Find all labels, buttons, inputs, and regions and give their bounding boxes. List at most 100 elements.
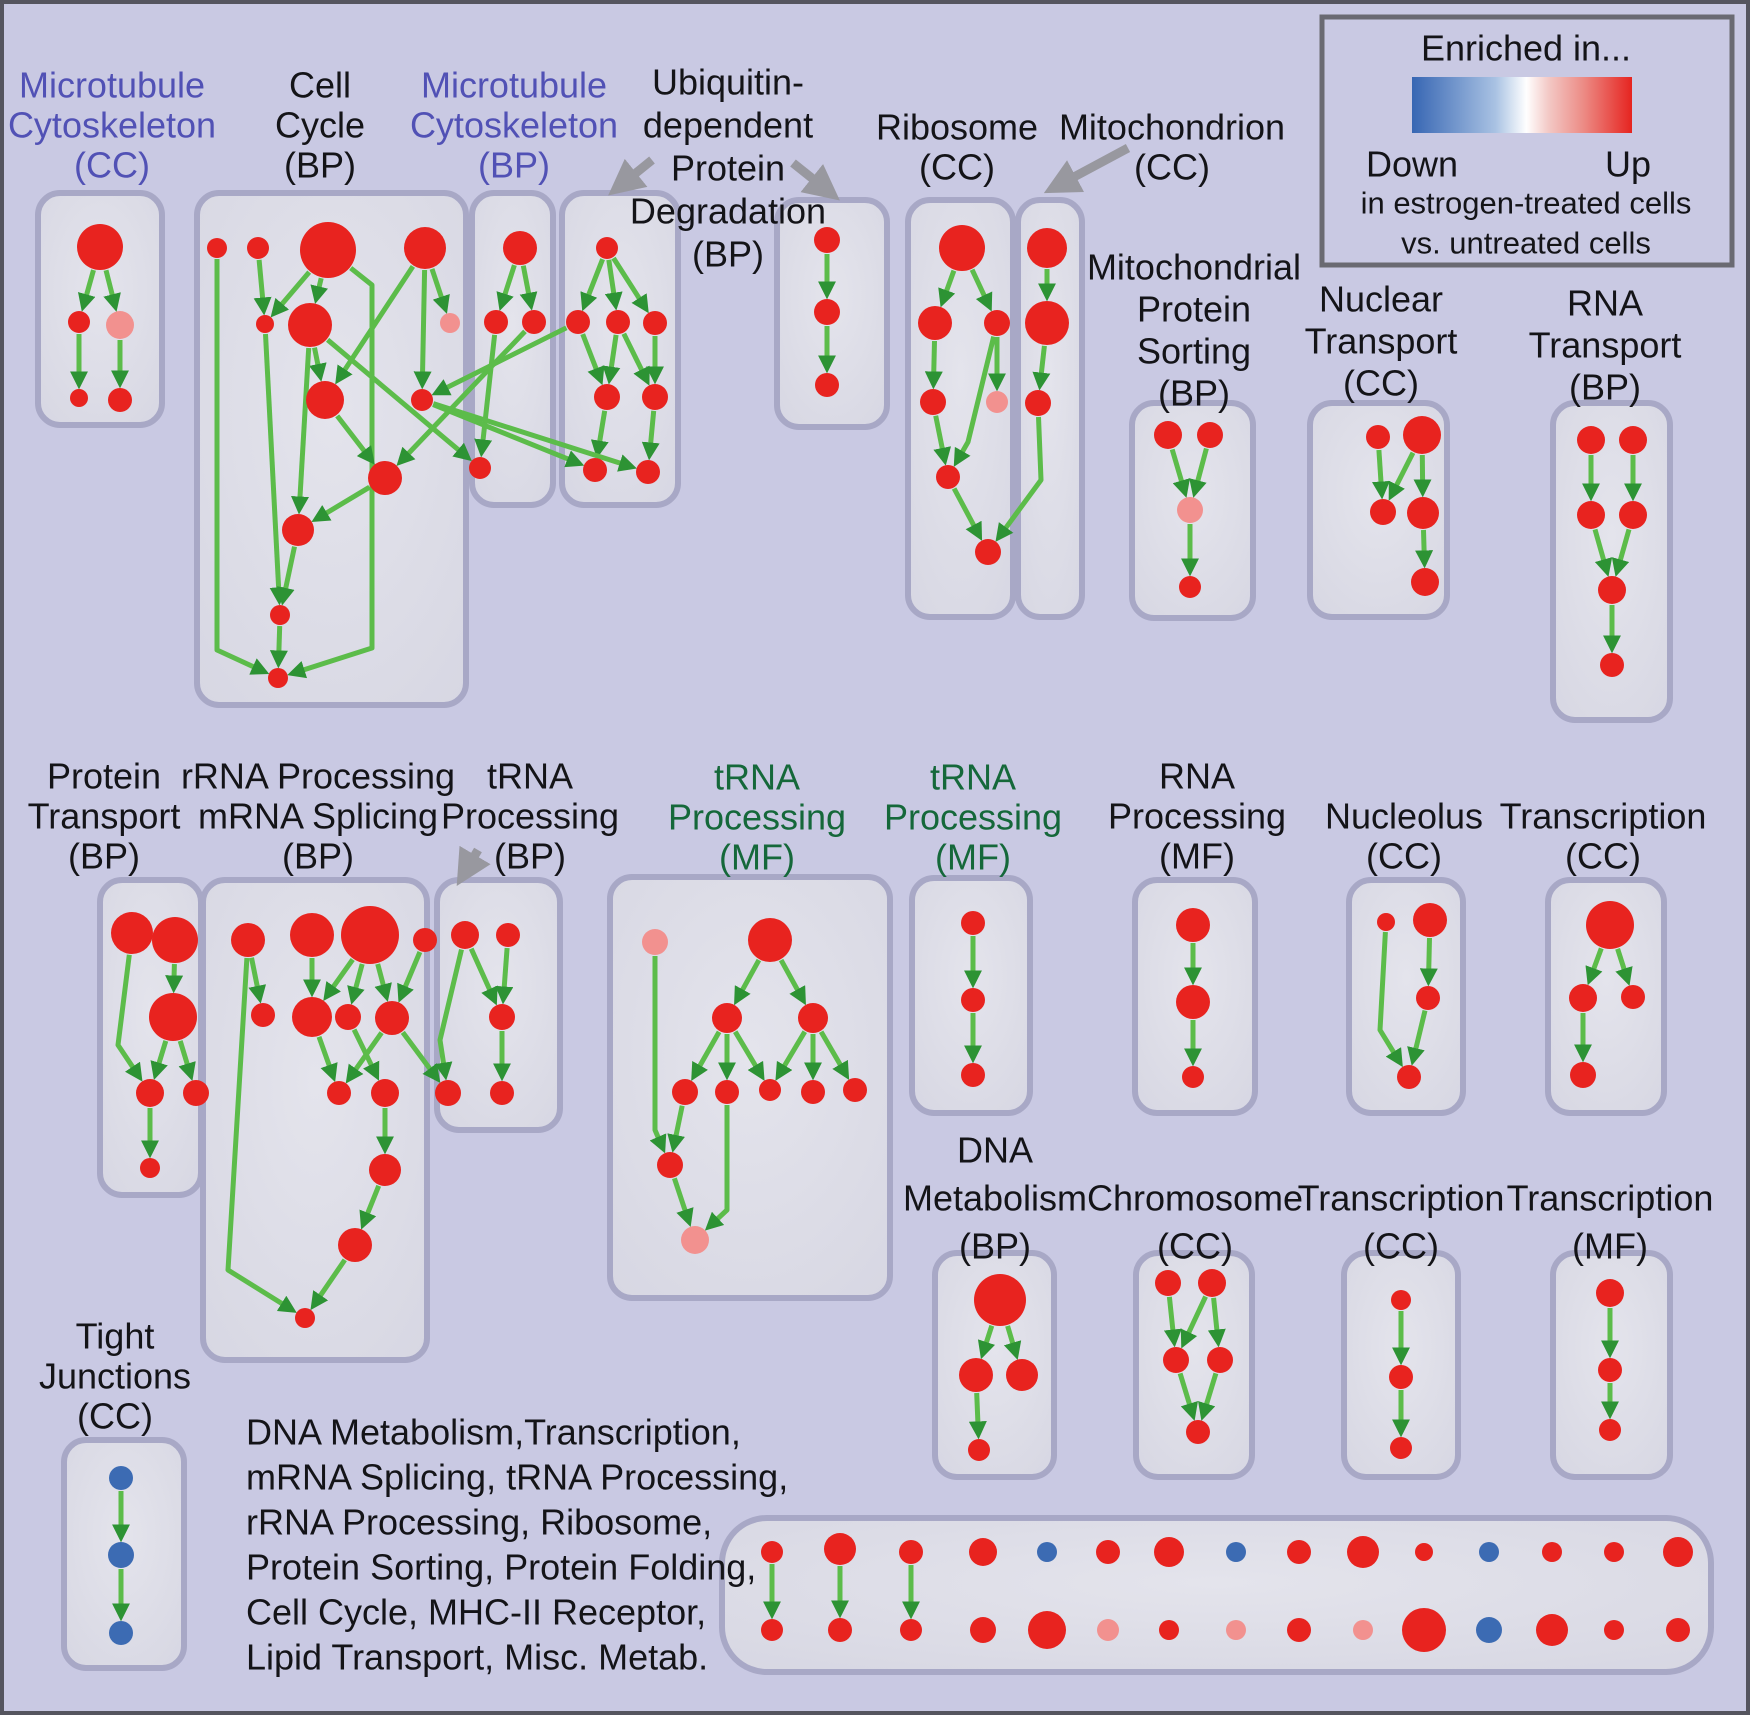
go-term-node	[961, 1063, 985, 1087]
go-term-node	[1600, 653, 1624, 677]
cluster-box-nucleolus-cc	[1346, 877, 1466, 1116]
edge-arrow	[1415, 529, 1434, 569]
go-term-node	[300, 222, 356, 278]
go-term-node	[1198, 1269, 1226, 1297]
edge-arrow	[1615, 948, 1633, 986]
cluster-label: (CC)	[1565, 836, 1641, 877]
go-term-node	[974, 1274, 1026, 1326]
edge-arrow	[177, 1040, 196, 1081]
go-term-node	[1159, 1620, 1179, 1640]
go-term-node	[1599, 1419, 1621, 1441]
cluster-label: dependent	[643, 105, 813, 146]
go-term-node	[288, 303, 332, 347]
cluster-label: Cycle	[275, 105, 365, 146]
go-term-node	[484, 310, 508, 334]
edge-arrow	[434, 949, 464, 1081]
go-term-node	[338, 1228, 372, 1262]
cluster-label: Mitochondrion	[1059, 107, 1285, 148]
cluster-label: Transport	[1529, 325, 1682, 366]
go-term-node	[975, 539, 1001, 565]
edge-arrow	[580, 333, 605, 386]
edge-arrow	[359, 1184, 382, 1230]
annotation-arrow	[608, 156, 655, 196]
go-term-node	[1197, 422, 1223, 448]
edge-arrow	[649, 956, 667, 1154]
legend-subtitle-2: vs. untreated cells	[1401, 226, 1651, 261]
go-term-node	[1403, 416, 1441, 454]
go-term-node	[959, 1358, 993, 1392]
edge-arrow	[602, 334, 621, 385]
go-term-node	[270, 605, 290, 625]
go-term-node	[404, 227, 446, 269]
edge-arrow	[1592, 528, 1613, 577]
go-term-node	[1037, 1542, 1057, 1562]
cluster-label: Processing	[668, 797, 846, 838]
go-term-node	[341, 906, 399, 964]
edge-arrow	[495, 947, 514, 1005]
go-term-node	[1028, 1611, 1066, 1649]
go-term-node	[1570, 1062, 1596, 1088]
go-term-node	[672, 1079, 698, 1105]
mixed-terms-note-line: Lipid Transport, Misc. Metab.	[246, 1637, 708, 1678]
cluster-label: Cytoskeleton	[410, 105, 618, 146]
cluster-label: Processing	[441, 796, 619, 837]
edge-arrow	[397, 951, 423, 1003]
edge-arrow	[951, 487, 983, 541]
cluster-label: Tight	[76, 1316, 155, 1357]
edge-arrow	[778, 958, 806, 1006]
edge-arrow	[933, 415, 952, 466]
edge-arrow	[1388, 451, 1416, 501]
edge-arrow	[150, 1040, 169, 1080]
go-term-node	[761, 1541, 783, 1563]
go-term-node	[798, 1003, 828, 1033]
go-term-node	[247, 237, 269, 259]
go-term-node	[657, 1152, 683, 1178]
edge-arrow	[374, 963, 392, 1002]
edge-arrow	[1407, 1010, 1428, 1066]
cluster-label: tRNA	[487, 756, 573, 797]
cross-cluster-edge-arrow	[995, 416, 1044, 542]
edge-arrow	[604, 259, 623, 311]
go-term-node	[109, 1466, 133, 1490]
legend-down-label: Down	[1366, 144, 1458, 185]
cluster-label: Mitochondrial	[1087, 247, 1301, 288]
cluster-label: RNA	[1159, 756, 1235, 797]
cluster-label: Processing	[1108, 796, 1286, 837]
go-term-node	[375, 1001, 409, 1035]
edge-arrow	[311, 485, 371, 523]
go-term-node	[712, 1003, 742, 1033]
cluster-label: (CC)	[1363, 1226, 1439, 1267]
go-term-node	[748, 918, 792, 962]
cluster-label: Processing	[884, 797, 1062, 838]
go-term-node	[368, 461, 402, 495]
cluster-label: (BP)	[1158, 373, 1230, 414]
edge-arrow	[316, 1035, 338, 1083]
go-term-node	[1619, 501, 1647, 529]
go-term-node	[290, 913, 334, 957]
go-term-node	[369, 1154, 401, 1186]
go-term-node	[1025, 301, 1069, 345]
edge-arrow	[1163, 1296, 1182, 1348]
go-term-node	[1577, 426, 1605, 454]
go-term-node	[936, 465, 960, 489]
edge-arrow	[335, 265, 415, 385]
go-term-node	[68, 311, 90, 333]
go-term-node	[251, 1003, 275, 1027]
go-term-node	[183, 1080, 209, 1106]
edge-arrow	[1032, 345, 1051, 391]
go-term-node	[1598, 1358, 1622, 1382]
cluster-label: Protein	[47, 756, 161, 797]
go-term-node	[969, 1538, 997, 1566]
go-term-node	[596, 237, 618, 259]
edge-arrow	[1189, 447, 1209, 498]
go-term-node	[970, 1617, 996, 1643]
cluster-label: (BP)	[284, 145, 356, 186]
go-term-node	[1390, 1437, 1412, 1459]
cluster-box-ubiquitin-dependent-protein-degradation-bp	[559, 190, 681, 508]
go-term-node	[594, 384, 620, 410]
edge-arrow	[953, 336, 997, 467]
edge-arrow	[78, 269, 96, 312]
go-term-node	[642, 929, 668, 955]
cluster-label: (CC)	[1366, 836, 1442, 877]
go-term-node	[1186, 1420, 1210, 1444]
